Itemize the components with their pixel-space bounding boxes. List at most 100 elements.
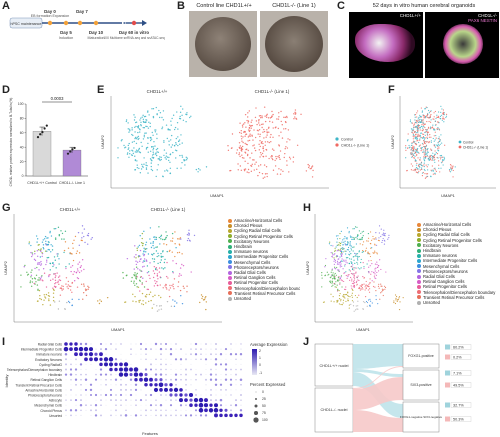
umap-point xyxy=(367,232,370,235)
legend-swatch xyxy=(417,295,421,300)
dotplot-dot xyxy=(129,393,133,397)
dotplot-dot xyxy=(204,358,208,361)
umap-point xyxy=(240,169,243,171)
umap-point xyxy=(287,129,290,131)
umap-point xyxy=(339,256,341,258)
umap-point xyxy=(26,274,29,276)
dotplot-dot xyxy=(214,383,218,387)
umap-point xyxy=(419,129,421,131)
umap-point xyxy=(421,119,423,121)
umap-point xyxy=(80,270,83,272)
umap-point xyxy=(146,272,149,274)
umap-point xyxy=(70,270,72,273)
umap-point xyxy=(416,168,418,171)
umap-point xyxy=(167,159,170,162)
umap-point xyxy=(180,134,182,136)
umap-point xyxy=(241,126,244,128)
umap-point xyxy=(159,111,162,114)
dotplot-dot xyxy=(170,374,172,376)
umap-point xyxy=(261,116,263,119)
umap-point xyxy=(269,117,272,119)
umap-point xyxy=(156,284,159,287)
umap-point xyxy=(143,136,146,138)
umap-point xyxy=(139,290,141,292)
umap-point xyxy=(181,161,183,164)
umap-point xyxy=(260,117,262,119)
umap-point xyxy=(414,114,416,116)
umap-point xyxy=(339,266,341,268)
umap-point xyxy=(45,286,48,288)
dotplot-dot xyxy=(189,398,193,402)
umap-point xyxy=(165,158,167,160)
umap-point xyxy=(136,261,139,263)
umap-point xyxy=(346,237,348,239)
umap-point xyxy=(155,236,158,239)
umap-point xyxy=(357,305,359,307)
umap-point xyxy=(340,263,342,265)
umap-point xyxy=(73,239,75,241)
dotplot-dot xyxy=(85,399,87,401)
umap-point xyxy=(417,133,419,135)
umap-point xyxy=(148,114,150,116)
timeline-node-day0 xyxy=(47,20,53,26)
umap-point xyxy=(156,269,158,271)
dotplot-dot xyxy=(185,353,187,355)
dotplot-dot xyxy=(75,394,77,396)
umap-point xyxy=(163,238,166,241)
umap-point xyxy=(421,137,424,139)
dotplot-dot xyxy=(214,363,218,366)
umap-point xyxy=(244,142,246,145)
umap-point xyxy=(361,238,363,240)
umap-point xyxy=(51,245,54,247)
umap-e: CHD1L+/+ CHD1L-/- (Line 1) UMAP1 UMAP2 C… xyxy=(100,89,369,198)
dotplot-row-label: Immature neurons xyxy=(36,353,62,357)
umap-point xyxy=(378,237,380,239)
dotplot-dot xyxy=(69,342,73,346)
umap-point xyxy=(345,286,347,288)
umap-point xyxy=(126,257,129,260)
umap-point xyxy=(64,241,67,243)
umap-point xyxy=(423,164,425,166)
legend-item-15: Unsorted xyxy=(228,296,300,301)
dotplot-dot xyxy=(215,348,217,350)
dotplot-dot xyxy=(208,408,214,413)
umap-point xyxy=(283,156,285,159)
umap-point xyxy=(38,269,40,271)
dotplot-dot xyxy=(85,404,87,407)
umap-point xyxy=(414,151,416,153)
dotplot-dot xyxy=(135,394,137,396)
legend-item-6: Immature neurons xyxy=(228,249,300,254)
umap-point xyxy=(308,165,311,167)
umap-point xyxy=(413,147,416,149)
umap-point xyxy=(75,252,78,255)
umap-point xyxy=(139,260,141,263)
dotplot-dot xyxy=(74,342,78,346)
umap-point xyxy=(143,127,146,129)
umap-point xyxy=(163,149,166,151)
dotplot-dot xyxy=(118,367,124,372)
alluvial-right-six3-label: SIX3-positive xyxy=(410,383,431,387)
umap-point xyxy=(137,246,139,248)
pct-legend-label: 50 xyxy=(262,404,266,408)
umap-point xyxy=(283,116,285,118)
umap-point xyxy=(279,158,281,161)
umap-point xyxy=(405,147,407,149)
umap-point xyxy=(172,272,174,274)
legend-label: Unsorted xyxy=(423,300,440,306)
umap-point xyxy=(312,169,314,172)
umap-point xyxy=(135,137,138,140)
legend-item-8: Mesenchymal Cells xyxy=(228,260,300,265)
dotplot-dot xyxy=(185,409,187,411)
umap-point xyxy=(351,292,353,294)
umap-g-right-title: CHD1L-/- (Line 1) xyxy=(151,207,186,212)
umap-point xyxy=(138,167,140,170)
dotplot-dot xyxy=(160,363,162,366)
legend-swatch xyxy=(228,265,232,270)
umap-point xyxy=(341,286,343,288)
umap-point xyxy=(433,145,436,147)
umap-point xyxy=(50,244,52,246)
umap-point xyxy=(338,262,341,264)
dotplot-dot xyxy=(130,414,132,417)
umap-point xyxy=(66,286,68,288)
umap-point xyxy=(440,134,442,136)
